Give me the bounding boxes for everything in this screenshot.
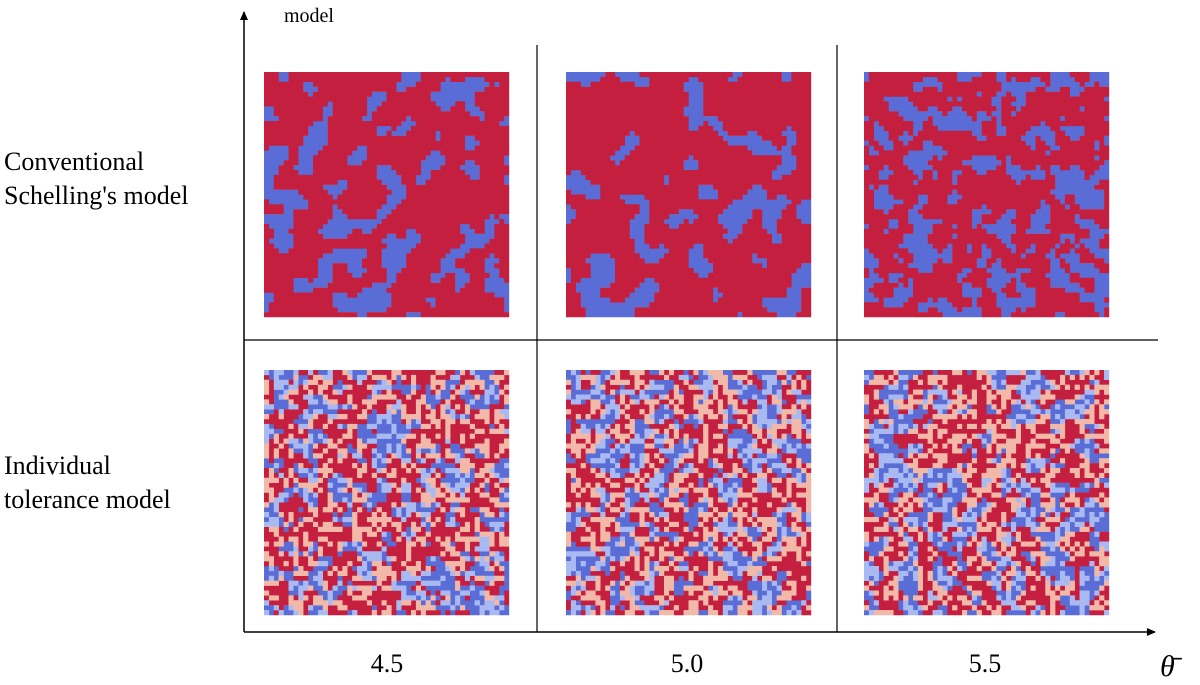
panels [264, 72, 1110, 616]
cell-pattern [566, 370, 812, 616]
row-label: Schelling's model [4, 181, 189, 210]
row-label: Conventional [4, 147, 144, 176]
row-label: Individual [4, 451, 111, 480]
cell-pattern [864, 72, 1110, 318]
column-label: 4.5 [371, 649, 404, 678]
cell-pattern [864, 72, 1110, 318]
cell-pattern [864, 370, 1110, 616]
cell-pattern [566, 72, 812, 318]
cell-pattern [566, 72, 812, 318]
y-axis-label: model [284, 5, 334, 27]
column-label: 5.0 [671, 649, 704, 678]
cell-pattern [264, 72, 510, 318]
cell-pattern [864, 370, 1110, 616]
x-axis-label: θ̄ [1160, 650, 1183, 683]
cell-pattern [264, 370, 510, 616]
cell-pattern [264, 370, 510, 616]
cell-pattern [566, 370, 812, 616]
row-label: tolerance model [4, 485, 171, 514]
column-label: 5.5 [969, 649, 1002, 678]
